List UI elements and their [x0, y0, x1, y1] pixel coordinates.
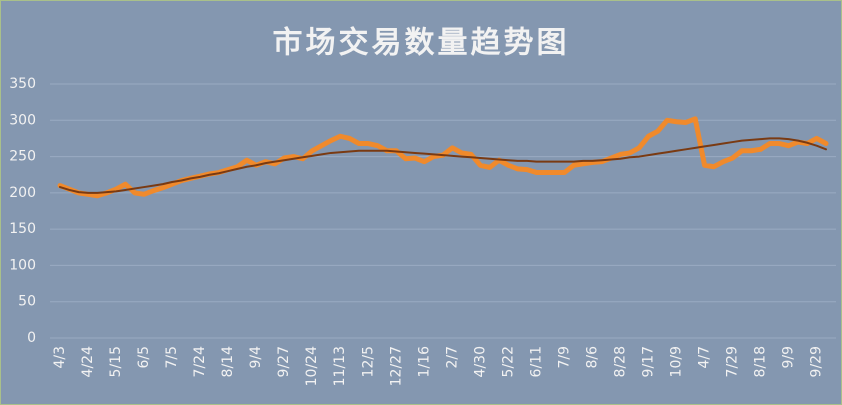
x-tick-label: 8/18	[753, 346, 769, 377]
x-tick-label: 2/7	[444, 346, 460, 369]
y-tick-label: 50	[18, 294, 36, 310]
x-tick-label: 4/30	[472, 346, 488, 377]
y-tick-label: 300	[9, 112, 36, 128]
y-tick-label: 200	[9, 185, 36, 201]
x-tick-label: 4/7	[697, 346, 713, 369]
x-tick-label: 5/15	[108, 346, 124, 377]
x-tick-label: 6/11	[528, 346, 544, 377]
x-tick-label: 10/9	[669, 346, 685, 377]
x-tick-label: 7/5	[164, 346, 180, 369]
x-tick-label: 9/27	[276, 346, 292, 377]
x-tick-label: 5/22	[500, 346, 516, 377]
x-tick-label: 11/13	[332, 346, 348, 386]
x-tick-label: 7/24	[192, 346, 208, 378]
x-tick-label: 8/28	[612, 346, 628, 377]
x-tick-label: 8/6	[584, 346, 600, 369]
x-tick-label: 12/5	[360, 346, 376, 377]
x-tick-label: 9/9	[781, 346, 797, 369]
y-tick-label: 0	[27, 330, 36, 346]
x-tick-label: 8/14	[220, 346, 236, 378]
x-tick-label: 1/16	[416, 346, 432, 378]
y-tick-label: 100	[9, 257, 36, 273]
x-tick-label: 9/4	[248, 346, 264, 369]
x-tick-label: 4/3	[52, 346, 68, 369]
x-tick-label: 12/27	[388, 346, 404, 386]
series-line	[59, 137, 827, 194]
y-tick-label: 350	[9, 76, 36, 92]
y-tick-label: 250	[9, 149, 36, 165]
x-tick-label: 10/24	[304, 346, 320, 386]
chart-title: 市场交易数量趋势图	[273, 26, 570, 61]
x-tick-label: 6/5	[136, 346, 152, 369]
x-tick-label: 9/17	[641, 346, 657, 377]
y-tick-label: 150	[9, 221, 36, 237]
x-tick-label: 9/29	[809, 346, 825, 377]
x-tick-label: 4/24	[80, 346, 96, 378]
x-tick-label: 7/29	[725, 346, 741, 377]
x-tick-label: 7/9	[556, 346, 572, 369]
